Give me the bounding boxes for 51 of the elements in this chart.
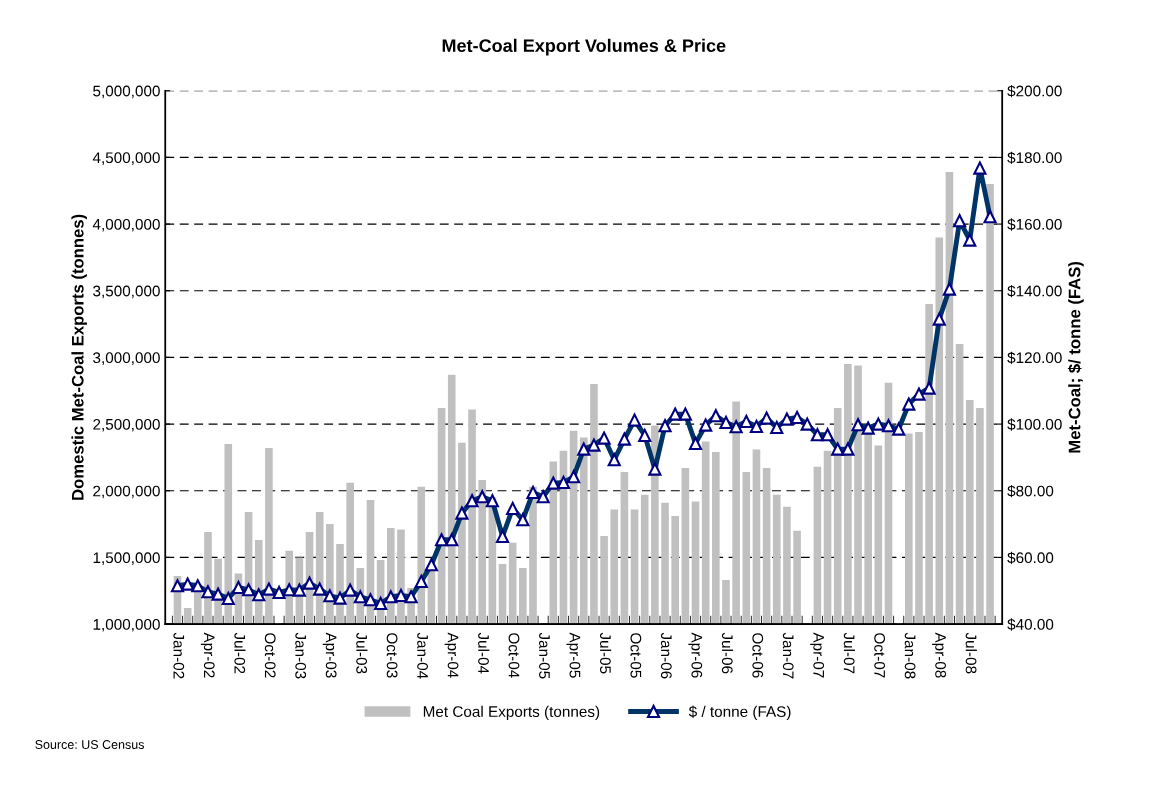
x-tick-label: Jul-06	[721, 632, 734, 674]
x-tick-label: Oct-05	[630, 633, 642, 678]
y-tick-label: 2,500,000	[93, 418, 160, 432]
x-tick-label: Jul-02	[234, 632, 246, 674]
x-tick-label: Oct-06	[752, 633, 764, 678]
x-tick-label: Jul-03	[356, 632, 368, 674]
x-tick-label: Apr-08	[932, 632, 946, 678]
x-tick-label: Jul-04	[478, 632, 490, 674]
y2-tick-label: $200.00	[1007, 84, 1062, 98]
y-tick-label: 4,000,000	[92, 218, 160, 232]
y2-tick-label: $140.00	[1007, 284, 1062, 298]
x-tick-label: Jul-08	[965, 632, 977, 674]
source-note: Source: US Census	[35, 740, 144, 749]
x-tick-label: Apr-07	[810, 632, 825, 678]
y-tick-label: 1,000,000	[93, 618, 160, 632]
legend-label: $ / tonne (FAS)	[688, 705, 791, 721]
y2-tick-label: $180.00	[1007, 151, 1062, 164]
y2-tick-label: $100.00	[1007, 418, 1062, 431]
y2-tick-label: $60.00	[1007, 551, 1054, 565]
x-tick-label: Jan-04	[417, 632, 428, 679]
y2-tick-label: $120.00	[1007, 351, 1062, 365]
chart-title: Met-Coal Export Volumes & Price	[442, 38, 726, 56]
y2-tick-label: $160.00	[1007, 218, 1062, 231]
x-tick-label: Apr-02	[200, 632, 215, 678]
y2-tick-label: $80.00	[1007, 484, 1054, 498]
x-tick-label: Oct-03	[386, 633, 398, 678]
y-tick-label: 5,000,000	[93, 85, 160, 99]
x-tick-label: Jan-08	[904, 632, 916, 679]
y-tick-label: 3,500,000	[93, 285, 160, 299]
y-axis-title: Domestic Met-Coal Exports (tonnes)	[71, 214, 87, 500]
x-tick-label: Apr-03	[322, 632, 337, 678]
x-tick-label: Jan-03	[295, 632, 307, 679]
legend-label: Met Coal Exports (tonnes)	[423, 705, 600, 721]
x-tick-label: Jan-07	[782, 632, 794, 679]
y-tick-label: 3,000,000	[93, 352, 160, 365]
x-tick-label: Apr-04	[444, 632, 459, 678]
x-tick-label: Apr-06	[688, 632, 703, 678]
x-tick-label: Jan-06	[660, 632, 672, 679]
x-tick-label: Oct-02	[264, 633, 276, 678]
y2-tick-label: $40.00	[1007, 618, 1054, 631]
y-tick-label: 4,500,000	[92, 152, 160, 165]
x-tick-label: Oct-04	[508, 633, 520, 678]
y-tick-label: 1,500,000	[93, 552, 160, 565]
x-tick-label: Jul-05	[599, 632, 612, 674]
x-tick-label: Jul-07	[843, 632, 855, 674]
x-tick-label: Oct-07	[874, 633, 886, 678]
y-tick-label: 2,000,000	[93, 485, 160, 499]
x-tick-label: Jan-02	[173, 632, 185, 679]
x-tick-label: Jan-05	[539, 632, 550, 679]
y2-axis-title: Met-Coal; $/ tonne (FAS)	[1067, 261, 1084, 453]
x-tick-label: Apr-05	[566, 632, 581, 678]
